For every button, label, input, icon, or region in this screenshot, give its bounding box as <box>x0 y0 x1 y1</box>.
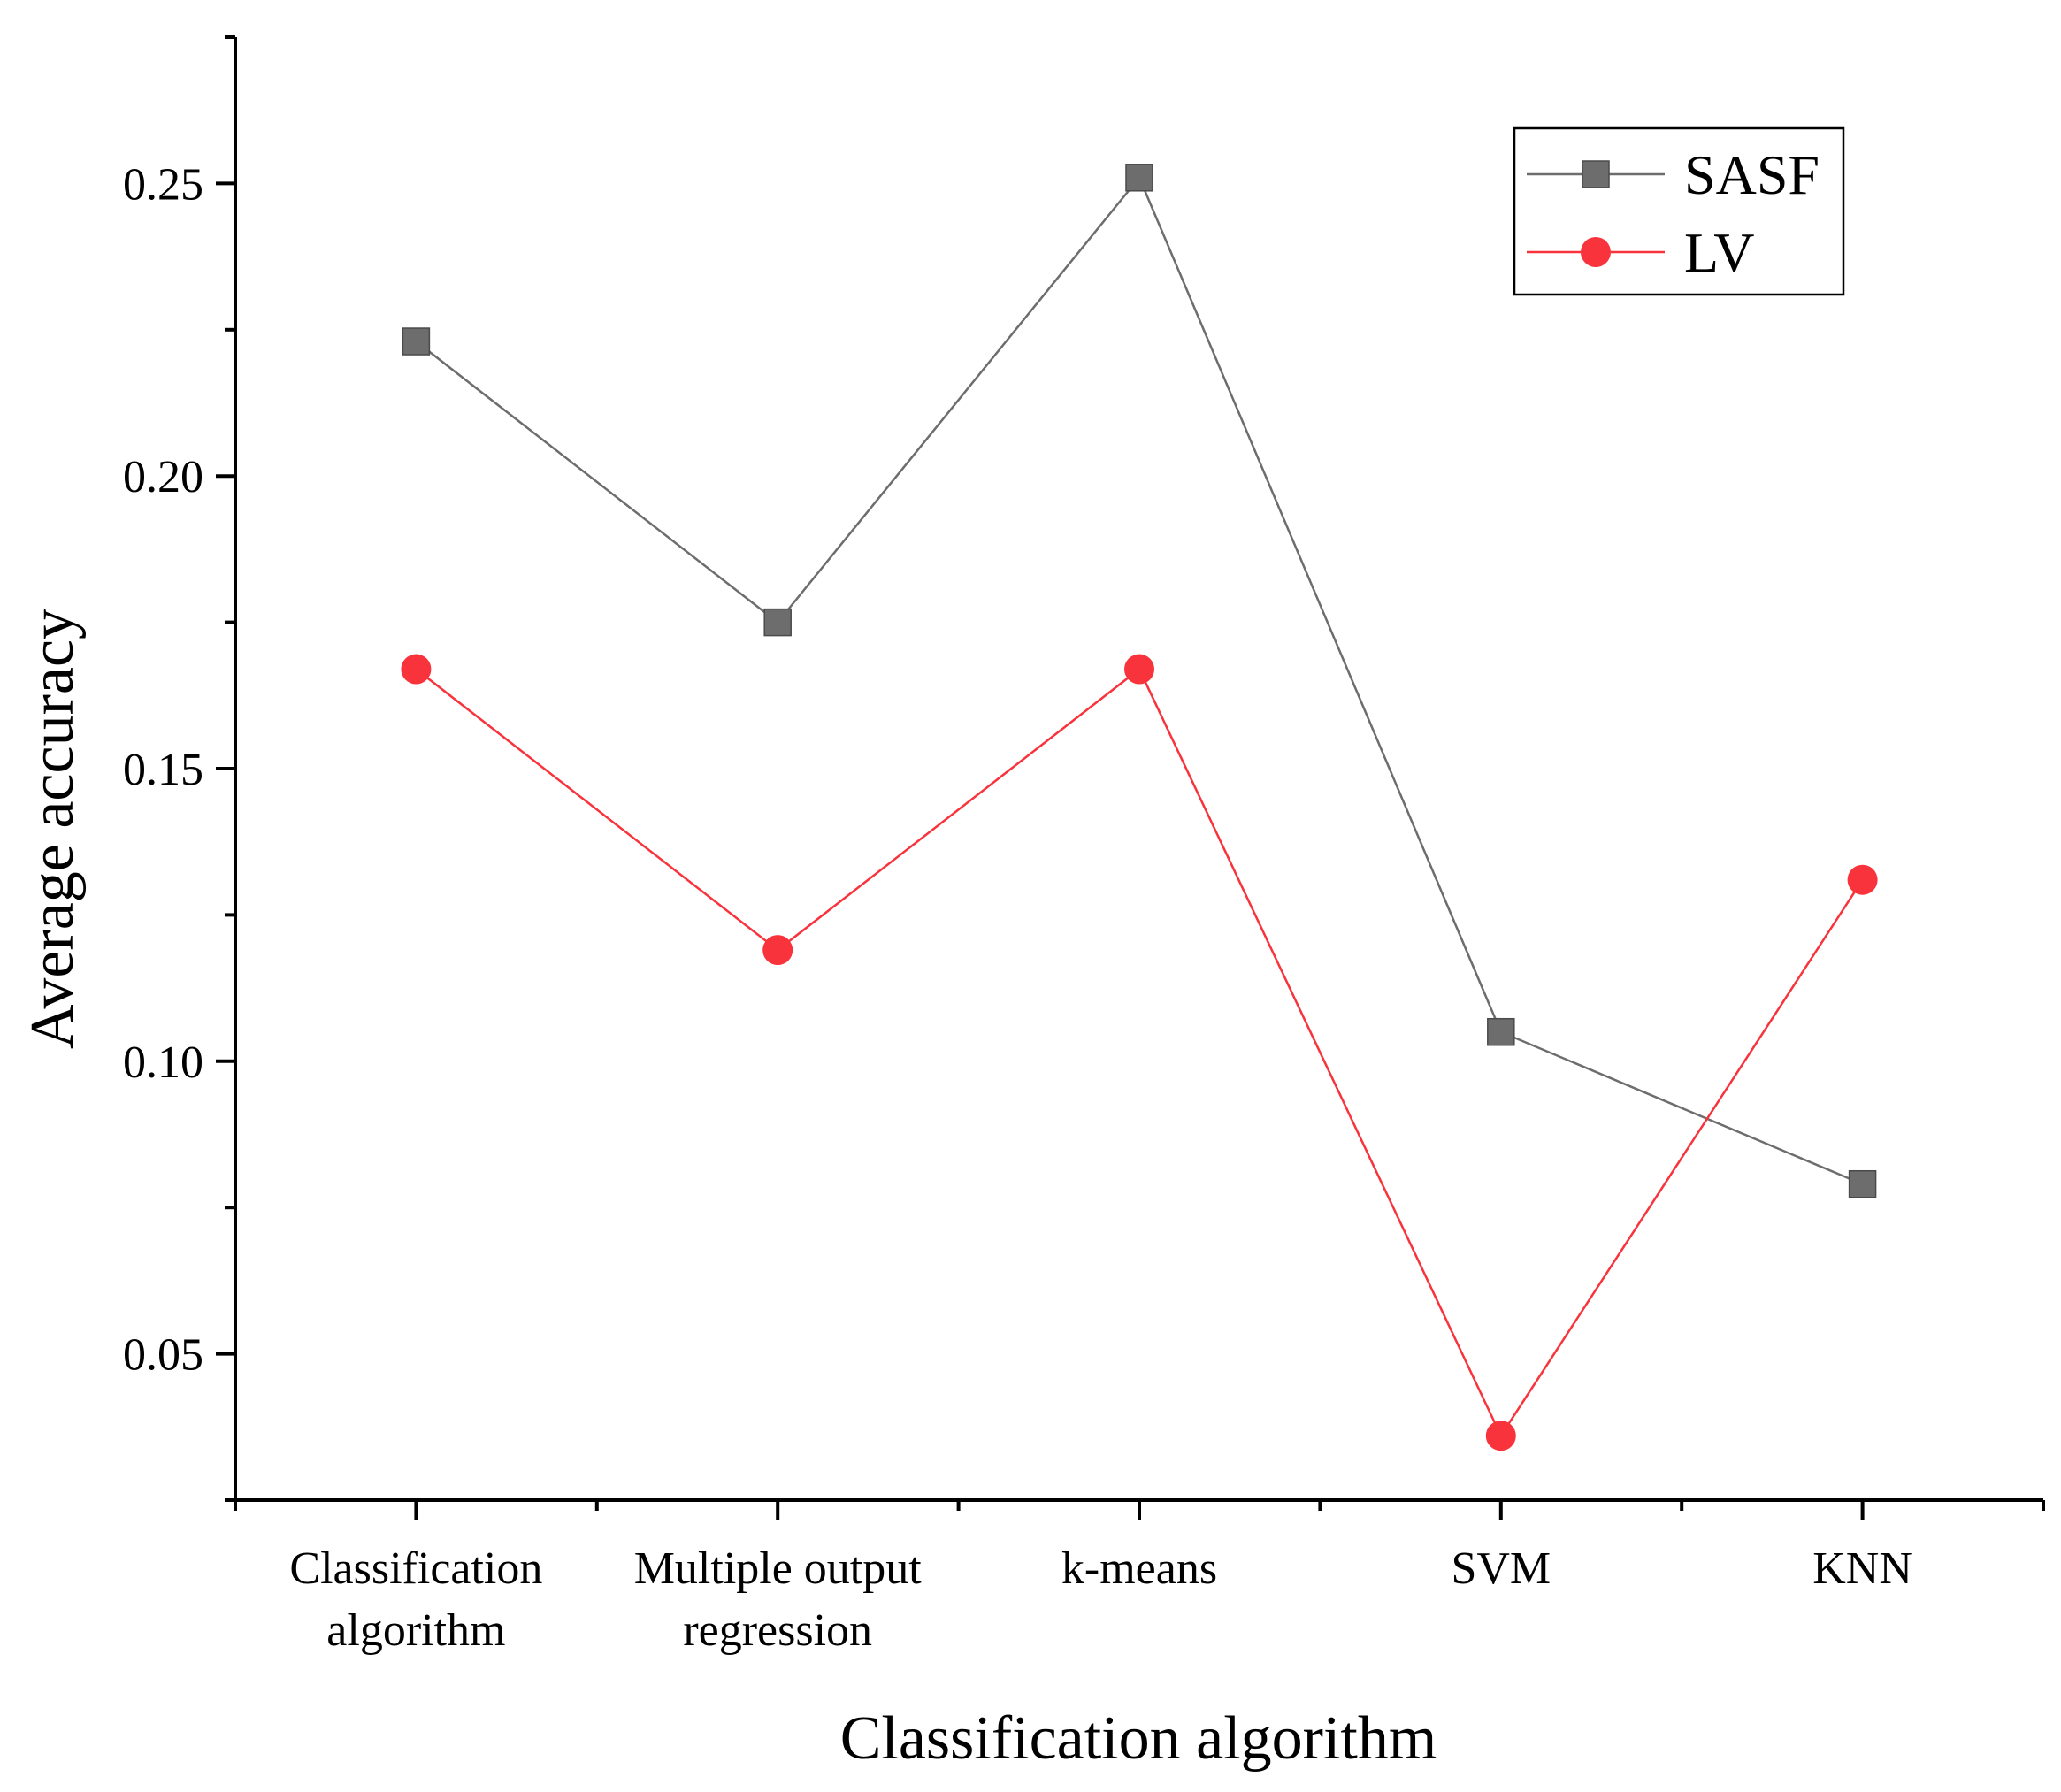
y-tick-label: 0.20 <box>123 452 203 502</box>
x-tick-label: algorithm <box>326 1605 505 1656</box>
x-tick-label: SVM <box>1451 1543 1551 1594</box>
x-tick-label: Classification <box>289 1543 542 1594</box>
legend-box <box>1513 126 1845 296</box>
axes: 0.05 0.10 0.15 0.20 0.25 Classification algori… <box>123 35 2045 1656</box>
x-tick-label: k-means <box>1061 1543 1217 1594</box>
data-point-lv <box>401 654 432 685</box>
data-point-lv <box>1847 864 1878 895</box>
x-axis-title: Classification algorithm <box>840 1704 1437 1773</box>
data-point-sasf <box>402 327 431 356</box>
data-point-sasf <box>1848 1169 1877 1198</box>
data-point-lv <box>762 935 793 966</box>
legend-label-lv: LV <box>1684 221 1754 284</box>
legend-label-sasf: SASF <box>1684 143 1820 206</box>
y-tick-label: 0.15 <box>123 745 203 795</box>
data-point-lv <box>1485 1421 1516 1451</box>
legend-marker-sasf <box>1582 160 1610 188</box>
y-axis-title: Average accuracy <box>19 609 87 1049</box>
y-tick-label: 0.25 <box>123 159 203 210</box>
data-point-sasf <box>1487 1017 1515 1046</box>
data-point-lv <box>1124 654 1154 685</box>
data-point-sasf <box>763 608 792 637</box>
legend: SASF LV <box>1513 126 1845 296</box>
y-tick-label: 0.05 <box>123 1330 203 1381</box>
legend-marker-lv <box>1581 237 1611 267</box>
data-point-sasf <box>1125 164 1153 192</box>
series-line-lv <box>415 667 1864 1438</box>
x-tick-label: regression <box>683 1605 872 1656</box>
x-tick-label: Multiple output <box>634 1543 923 1594</box>
y-tick-label: 0.10 <box>123 1038 203 1088</box>
series-layer <box>401 164 1878 1451</box>
x-tick-label: KNN <box>1812 1543 1912 1594</box>
